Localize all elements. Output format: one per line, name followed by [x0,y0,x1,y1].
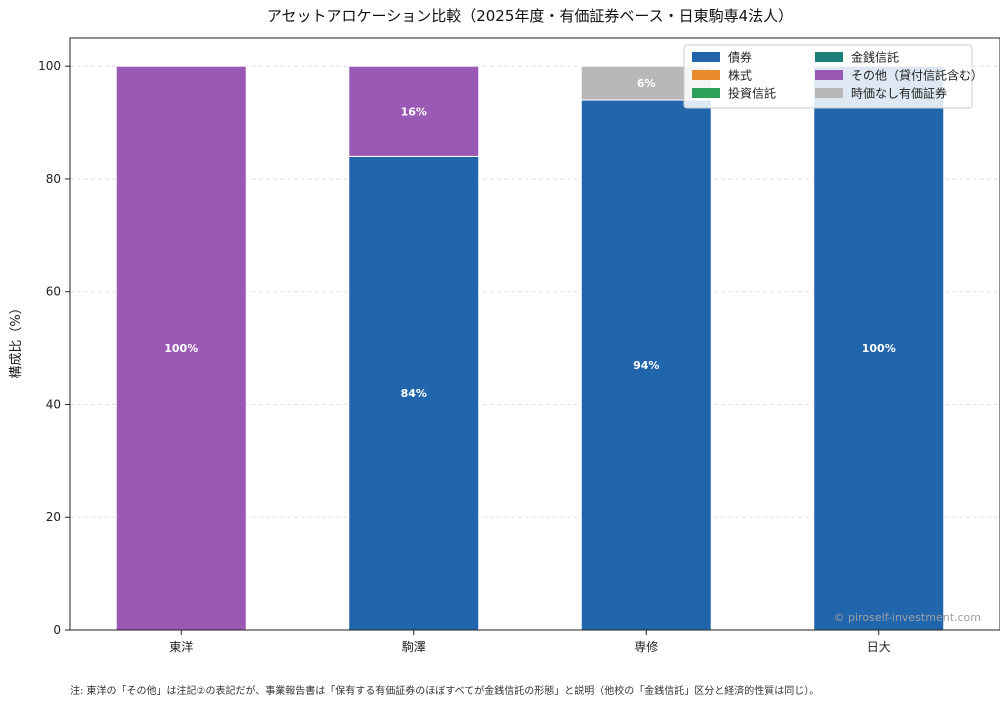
legend-swatch [815,70,843,80]
y-tick-label: 20 [46,510,61,524]
bar-segment [580,99,712,631]
legend-swatch [815,52,843,62]
x-tick-label: 専修 [634,639,658,654]
legend-label: 投資信託 [728,86,776,101]
x-tick-label: 東洋 [169,639,193,654]
y-tick-label: 60 [46,285,61,299]
y-axis-label: 構成比（%） [9,301,24,378]
legend-swatch [692,70,720,80]
plot-frame [69,37,1000,631]
y-tick-label: 0 [53,623,61,637]
data-labels: 100% 84% 16% 94% 6% 100% [164,77,895,400]
x-tick-label: 駒澤 [402,640,426,654]
footnote: 注: 東洋の「その他」は注記②の表記だが、事業報告書は「保有する有価証券のほぼす… [70,684,819,697]
legend-swatch [815,88,843,98]
bar-segment [348,65,480,157]
chart-title: アセットアロケーション比較（2025年度・有価証券ベース・日東駒専4法人） [267,7,793,25]
x-tick-label: 日大 [867,640,891,654]
x-axis: 東洋 駒澤 専修 日大 [169,630,891,654]
legend-swatch [692,88,720,98]
bar-value-label: 100% [862,342,896,355]
legend-swatch [692,52,720,62]
bar-value-label: 100% [164,342,198,355]
legend-label: その他（貸付信託含む） [851,68,983,83]
bar-value-label: 16% [401,105,427,118]
bar-value-label: 6% [637,77,656,90]
bars [115,65,945,631]
legend-label: 債券 [728,50,752,65]
y-axis: 0 20 40 60 80 100 [38,59,70,637]
bar-value-label: 84% [401,387,427,400]
y-tick-label: 80 [46,172,61,186]
y-tick-label: 100 [38,59,61,73]
bar-segment [115,65,247,631]
bar-value-label: 94% [633,359,659,372]
bar-segment [813,65,945,631]
legend-label: 時価なし有価証券 [851,86,947,101]
legend-label: 株式 [728,68,752,83]
watermark: © piroself-investment.com [834,611,981,624]
legend-label: 金銭信託 [851,50,899,65]
y-tick-label: 40 [46,397,61,411]
